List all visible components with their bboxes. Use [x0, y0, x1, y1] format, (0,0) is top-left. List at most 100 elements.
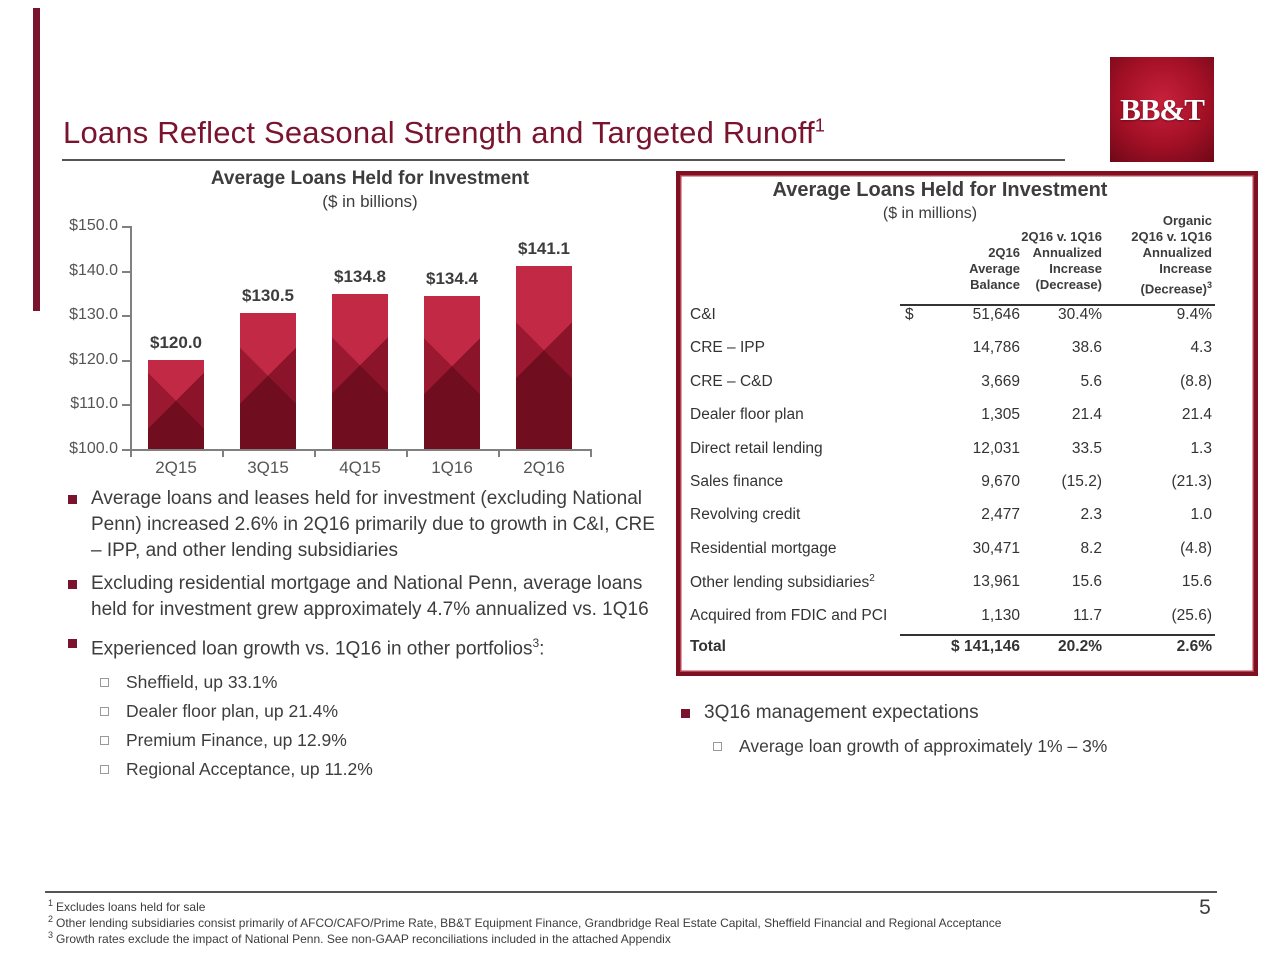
y-tick-label: $150.0 [69, 217, 118, 234]
cell-organic-increase: 1.0 [1190, 506, 1212, 524]
footnote-superscript: 2 [48, 914, 54, 924]
header-line: Annualized [1032, 245, 1102, 260]
x-category-label: 4Q15 [339, 458, 381, 477]
sub-bullet-text: Average loan growth of approximately 1% … [739, 736, 1108, 756]
footnote-superscript: 3 [48, 930, 54, 940]
footer-divider [45, 891, 1217, 893]
cell-annualized-increase: (15.2) [1061, 473, 1103, 490]
x-tick-mark [314, 451, 316, 457]
table-row: Direct retail lending 12,031 33.5 1.3 [680, 440, 1254, 470]
sub-bullet-item: Dealer floor plan, up 21.4% [100, 698, 655, 725]
total-average-balance: $ 141,146 [951, 638, 1020, 655]
total-label: Total [690, 638, 726, 655]
row-label-superscript: 2 [869, 573, 875, 585]
cell-organic-increase: 1.3 [1190, 439, 1212, 457]
bullet-superscript: 3 [532, 636, 540, 650]
total-organic-increase: 2.6% [1176, 638, 1212, 655]
bullet-item: 3Q16 management expectations [676, 700, 1256, 726]
title-superscript: 1 [814, 115, 826, 136]
cell-annualized-increase: 15.6 [1071, 573, 1102, 591]
bullet-item: Experienced loan growth vs. 1Q16 in othe… [63, 630, 655, 662]
cell-annualized-increase: 21.4 [1071, 406, 1102, 424]
header-line: Average [969, 261, 1020, 276]
cell-organic-increase: (21.3) [1171, 473, 1213, 490]
bullet-text: Average loans and leases held for invest… [91, 488, 655, 561]
table-row: Residential mortgage 30,471 8.2 (4.8) [680, 540, 1254, 570]
sub-bullet-text: Premium Finance, up 12.9% [126, 730, 347, 751]
total-annualized-increase: 20.2% [1058, 638, 1102, 655]
header-line: Balance [970, 277, 1020, 292]
y-axis-line [130, 226, 132, 449]
header-line: (Decrease) [1035, 277, 1103, 292]
open-square-icon [100, 765, 109, 775]
sub-bullet-item: Regional Acceptance, up 11.2% [100, 756, 655, 783]
sub-bullet-item: Premium Finance, up 12.9% [100, 727, 655, 754]
bar-value-label: $141.1 [518, 238, 570, 258]
cell-average-balance: 13,961 [972, 573, 1020, 591]
table-row: Dealer floor plan 1,305 21.4 21.4 [680, 406, 1254, 436]
row-label: C&I [690, 306, 716, 323]
bar-face [332, 293, 388, 449]
bbt-logo: BB&T [1110, 57, 1214, 162]
bar-1Q16 [424, 295, 480, 449]
cell-organic-increase: (8.8) [1180, 372, 1212, 390]
bar-2Q15 [148, 359, 204, 449]
table-title: Average Loans Held for Investment [772, 179, 1108, 201]
cell-organic-increase: (4.8) [1180, 539, 1212, 557]
left-bullet-list: Average loans and leases held for invest… [63, 486, 655, 785]
header-line: Organic [1162, 213, 1212, 228]
cell-organic-increase: 9.4% [1176, 306, 1212, 323]
cell-average-balance: 14,786 [972, 339, 1020, 357]
page-title: Loans Reflect Seasonal Strength and Targ… [63, 115, 825, 151]
open-square-icon [713, 742, 722, 751]
header-line: 2Q16 [988, 245, 1020, 260]
average-loans-bar-chart: Average Loans Held for Investment ($ in … [60, 166, 640, 488]
bar-value-label: $130.5 [242, 285, 294, 305]
bar-value-label: $134.4 [426, 268, 478, 288]
cell-average-balance: 12,031 [972, 439, 1020, 457]
cell-organic-increase: 21.4 [1181, 406, 1212, 424]
y-tick-mark [122, 404, 130, 407]
x-category-label: 2Q16 [523, 458, 565, 477]
column-header-annualized-increase: 2Q16 v. 1Q16 Annualized Increase (Decrease) [1000, 229, 1102, 293]
sub-bullet-text: Regional Acceptance, up 11.2% [126, 759, 373, 780]
cell-average-balance: 9,670 [981, 473, 1020, 490]
row-label: Residential mortgage [690, 539, 837, 557]
x-tick-mark [590, 451, 592, 457]
header-line: Annualized [1142, 245, 1212, 260]
cell-annualized-increase: 33.5 [1071, 439, 1102, 457]
row-label: Revolving credit [690, 506, 801, 524]
y-tick-mark [122, 226, 130, 228]
bar-face [148, 359, 204, 449]
cell-annualized-increase: 38.6 [1071, 339, 1102, 357]
y-tick-label: $130.0 [69, 306, 118, 324]
row-label: CRE – C&D [690, 372, 773, 390]
row-label: Sales finance [690, 473, 784, 490]
cell-average-balance: 1,305 [981, 406, 1020, 424]
bullet-square-icon [68, 639, 77, 648]
table-subtitle: ($ in millions) [882, 205, 978, 222]
bar-face [240, 312, 296, 449]
cell-annualized-increase: 8.2 [1080, 539, 1102, 557]
footnote-superscript: 1 [48, 898, 54, 908]
title-divider [62, 159, 1065, 161]
y-tick-label: $140.0 [69, 261, 118, 279]
header-line: 2Q16 v. 1Q16 [1131, 229, 1212, 244]
bullet-square-icon [681, 709, 690, 718]
sub-bullet-item: Sheffield, up 33.1% [100, 669, 655, 696]
chart-title: Average Loans Held for Investment [210, 168, 530, 189]
y-tick-label: $120.0 [69, 350, 118, 368]
cell-annualized-increase: 30.4% [1058, 306, 1102, 323]
row-label: Direct retail lending [690, 439, 823, 457]
x-tick-mark [222, 451, 224, 457]
y-tick-mark [122, 315, 130, 318]
table-header-rule [900, 304, 1215, 306]
bar-value-label: $134.8 [334, 266, 386, 286]
footnote: 1 Excludes loans held for sale [48, 898, 206, 914]
cell-annualized-increase: 11.7 [1072, 606, 1102, 624]
sub-bullet-text: Sheffield, up 33.1% [126, 672, 278, 693]
open-square-icon [100, 678, 109, 688]
chart-subtitle: ($ in billions) [322, 192, 418, 211]
header-line: Increase [1049, 261, 1102, 276]
